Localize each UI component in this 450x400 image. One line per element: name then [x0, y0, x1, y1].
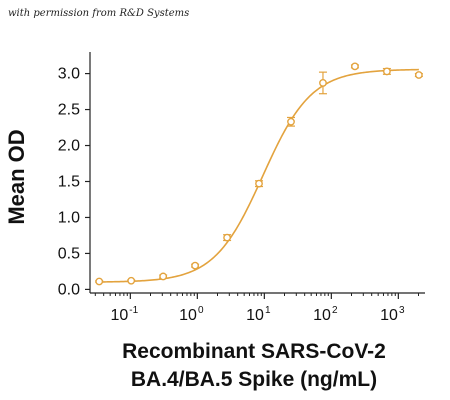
data-point — [255, 179, 263, 188]
data-point — [95, 277, 104, 286]
y-tick-label: 0.0 — [58, 281, 80, 298]
data-point — [191, 261, 200, 270]
y-tick-label: 2.5 — [58, 102, 80, 119]
y-tick-label: 0.5 — [58, 245, 80, 262]
y-tick-label: 3.0 — [58, 66, 80, 83]
x-tick-label: 102 — [313, 305, 338, 324]
x-tick-label: 10-1 — [110, 305, 138, 324]
data-point — [127, 276, 136, 285]
y-axis-title: Mean OD — [4, 129, 29, 224]
y-tick-label: 1.0 — [58, 209, 80, 226]
axes — [85, 52, 425, 299]
x-tick-label: 100 — [179, 305, 204, 324]
y-tick-label: 1.5 — [58, 173, 80, 190]
x-axis-title-line1: Recombinant SARS-CoV-2 — [122, 340, 386, 363]
data-point — [223, 233, 231, 242]
data-point — [159, 272, 168, 281]
credit-text: with permission from R&D Systems — [8, 8, 190, 19]
data-point — [383, 67, 391, 76]
data-point — [319, 79, 327, 87]
y-tick-label: 2.0 — [58, 138, 80, 155]
data-point — [287, 117, 295, 126]
fit-curve — [98, 68, 419, 283]
x-axis-title-line2: BA.4/BA.5 Spike (ng/mL) — [131, 368, 377, 391]
y-tick-labels: 0.0 0.5 1.0 1.5 2.0 2.5 3.0 — [58, 66, 80, 299]
x-tick-labels: 10-1 100 101 102 103 — [110, 305, 404, 324]
data-point — [351, 62, 359, 71]
data-point — [414, 71, 423, 79]
data-points — [95, 62, 423, 286]
x-tick-label: 101 — [246, 305, 271, 324]
x-tick-label: 103 — [380, 305, 405, 324]
